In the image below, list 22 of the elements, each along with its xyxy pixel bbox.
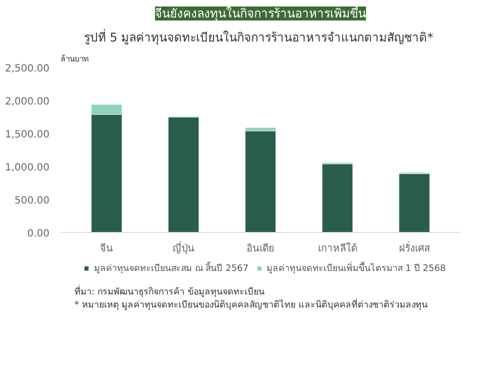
y-tick-label: 0.00 [27, 228, 50, 240]
legend-label: มูลค่าทุนจดทะเบียนเพิ่มขึ้นไตรมาส 1 ปี 2568 [266, 261, 446, 275]
x-tick-label: เกาหลีใต้ [318, 242, 357, 254]
bar [322, 164, 354, 232]
bar [168, 116, 200, 232]
chart-subtitle: รูปที่ 5 มูลค่าทุนจดทะเบียนในกิจการร้านอาหารจำแนกตามสัญชาติ* [84, 28, 434, 46]
x-tick-label: จีน [100, 242, 114, 254]
y-tick-label: 1,000.00 [4, 162, 50, 174]
x-tick-label: อินเดีย [246, 242, 274, 254]
y-tick-label: 1,500.00 [4, 130, 50, 140]
y-tick-label: 2,000.00 [4, 96, 50, 108]
bar [398, 174, 430, 232]
x-tick-label: ฝรั่งเศส [398, 240, 430, 254]
chart-title: จีนยังคงลงทุนในกิจการร้านอาหารเพิ่มขึ้น [155, 4, 366, 22]
y-axis-title: ล้านบาท [60, 54, 88, 64]
text: * หมายเหตุ มูลค่าทุนจดทะเบียนของนิติบุคคลสัญชาติไทย และนิติบุคคลที่ต่างชาติร่วมลงทุน [74, 298, 428, 310]
x-tick-label: ญี่ปุ่น [172, 240, 195, 254]
y-tick-label: 500.00 [14, 196, 50, 206]
legend-label: มูลค่าทุนจดทะเบียนสะสม ณ สิ้นปี 2567 [94, 261, 248, 275]
bar [244, 130, 276, 232]
text: ที่มา: กรมพัฒนาธุรกิจการค้า ข้อมูลทุนจดทะเบียน [74, 284, 264, 298]
y-tick-label: 2,500.00 [4, 64, 50, 74]
